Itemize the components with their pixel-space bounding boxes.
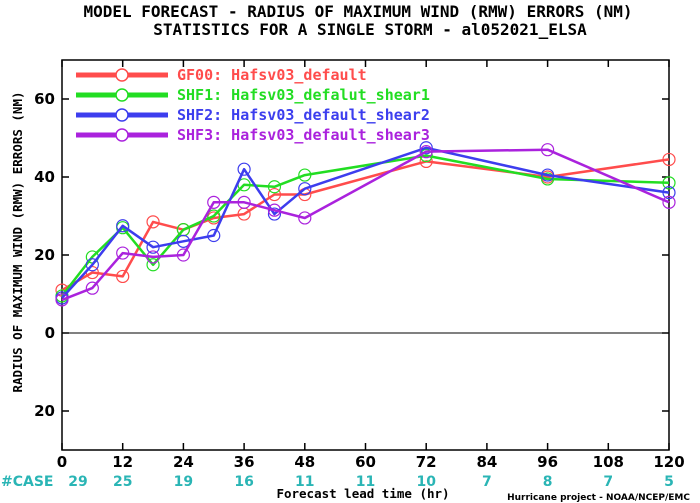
data-point (662, 152, 676, 167)
data-point (662, 176, 676, 190)
data-point (237, 195, 251, 209)
data-point (146, 215, 160, 229)
series-line (61, 158, 670, 292)
data-point (85, 281, 99, 295)
data-point (176, 248, 190, 262)
y-tick-label: 40 (34, 168, 55, 186)
data-point (298, 182, 312, 196)
data-point (662, 195, 676, 209)
data-point (176, 234, 190, 248)
y-tick-label: 20 (34, 246, 55, 264)
data-point (116, 269, 130, 284)
credit-text: Hurricane project - NOAA/NCEP/EMC (507, 493, 690, 503)
case-count: 25 (113, 474, 132, 490)
series-line (61, 154, 670, 297)
legend-entry: SHF3: Hafsv03_default_shear3 (177, 126, 430, 144)
data-point (267, 180, 282, 194)
x-tick-label: 108 (593, 453, 624, 471)
x-tick-label: 0 (57, 453, 67, 471)
data-point (207, 228, 221, 243)
legend-entry: GF00: Hafsv03_default (177, 66, 367, 84)
y-axis-label: RADIUS OF MAXIMUM WIND (RMW) ERRORS (NM) (10, 91, 25, 392)
data-point (267, 187, 282, 202)
data-point (116, 246, 130, 260)
legend-marker (115, 128, 129, 142)
data-point (146, 258, 160, 272)
case-count: 19 (174, 474, 193, 490)
y-tick-label: 60 (34, 90, 55, 108)
case-count: 10 (416, 474, 436, 490)
data-point (55, 293, 69, 307)
data-point (116, 219, 130, 233)
x-tick-label: 48 (294, 453, 315, 471)
data-point (298, 168, 312, 182)
case-count: 5 (664, 474, 674, 490)
series-group (55, 141, 676, 307)
case-count: 11 (356, 474, 375, 490)
data-point (540, 172, 555, 186)
data-point (207, 209, 221, 223)
data-point (540, 143, 555, 157)
data-point (540, 168, 555, 182)
chart-title: MODEL FORECAST - RADIUS OF MAXIMUM WIND … (83, 2, 632, 21)
case-count: 7 (603, 474, 613, 490)
y-tick-label: 0 (45, 324, 55, 342)
legend: GF00: Hafsv03_default SHF1: Hafsv03_defal… (76, 66, 430, 144)
case-count-label: #CASE (1, 474, 54, 490)
case-count: 29 (68, 474, 87, 490)
x-tick-label: 60 (355, 453, 376, 471)
legend-entry: SHF2: Hafsv03_default_shear2 (177, 106, 430, 124)
data-point (146, 240, 160, 254)
legend-marker (115, 88, 129, 102)
data-point (298, 211, 312, 225)
data-point (267, 207, 282, 221)
legend-marker (115, 108, 129, 122)
data-point (237, 162, 251, 176)
x-tick-label: 12 (112, 453, 133, 471)
data-point (419, 145, 433, 159)
data-point (419, 141, 433, 155)
case-counts: #CASE 29 25 19 16 11 11 10 7 8 7 5 (1, 474, 674, 490)
x-tick-label: 120 (653, 453, 684, 471)
x-tick-label: 36 (234, 453, 255, 471)
chart-subtitle: STATISTICS FOR A SINGLE STORM - al052021… (153, 20, 587, 39)
case-count: 11 (295, 474, 314, 490)
case-count: 8 (543, 474, 553, 490)
x-tick-label: 72 (416, 453, 437, 471)
data-point (267, 203, 282, 217)
x-tick-label: 84 (476, 453, 497, 471)
data-point (662, 186, 676, 200)
data-point (85, 258, 99, 272)
case-count: 7 (482, 474, 492, 490)
x-axis: 0 12 24 36 48 60 72 84 96 108 120 (57, 60, 685, 471)
x-axis-label: Forecast lead time (hr) (276, 486, 449, 501)
data-point (207, 195, 221, 209)
y-tick-label: 20 (34, 402, 55, 420)
series-line (61, 148, 670, 302)
x-tick-label: 24 (173, 453, 194, 471)
x-tick-label: 96 (537, 453, 558, 471)
data-point (146, 250, 160, 264)
legend-entry: SHF1: Hafsv03_defalut_shear1 (177, 86, 430, 104)
legend-marker (115, 68, 129, 82)
case-count: 16 (234, 474, 253, 490)
